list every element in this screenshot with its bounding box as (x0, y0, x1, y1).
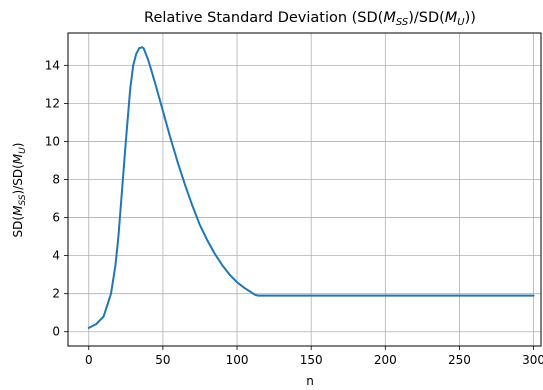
x-tick-label: 200 (374, 353, 397, 367)
chart-title: Relative Standard Deviation (SD(MSS)/SD(… (144, 10, 476, 28)
plot-frame (67, 32, 542, 347)
x-axis-label: n (306, 374, 314, 388)
x-tick-label: 300 (522, 353, 543, 367)
y-tick-label: 12 (45, 96, 60, 110)
y-tick-label: 6 (52, 211, 60, 225)
x-axis-ticks: 0 50 100 150 200 250 300 (85, 346, 543, 367)
y-tick-label: 4 (52, 249, 60, 263)
y-tick-label: 2 (52, 287, 60, 301)
x-tick-label: 100 (226, 353, 249, 367)
y-axis-label: SD(MSS)/SD(MU) (11, 143, 28, 238)
y-axis-ticks: 0 2 4 6 8 10 12 14 (45, 58, 68, 339)
grid (68, 33, 541, 346)
y-tick-label: 10 (45, 134, 60, 148)
y-tick-label: 0 (52, 325, 60, 339)
series-line (87, 46, 535, 329)
y-tick-label: 8 (52, 173, 60, 187)
y-tick-label: 14 (45, 58, 60, 72)
x-tick-label: 150 (300, 353, 323, 367)
x-tick-label: 50 (155, 353, 170, 367)
x-tick-label: 0 (85, 353, 93, 367)
x-tick-label: 250 (448, 353, 471, 367)
